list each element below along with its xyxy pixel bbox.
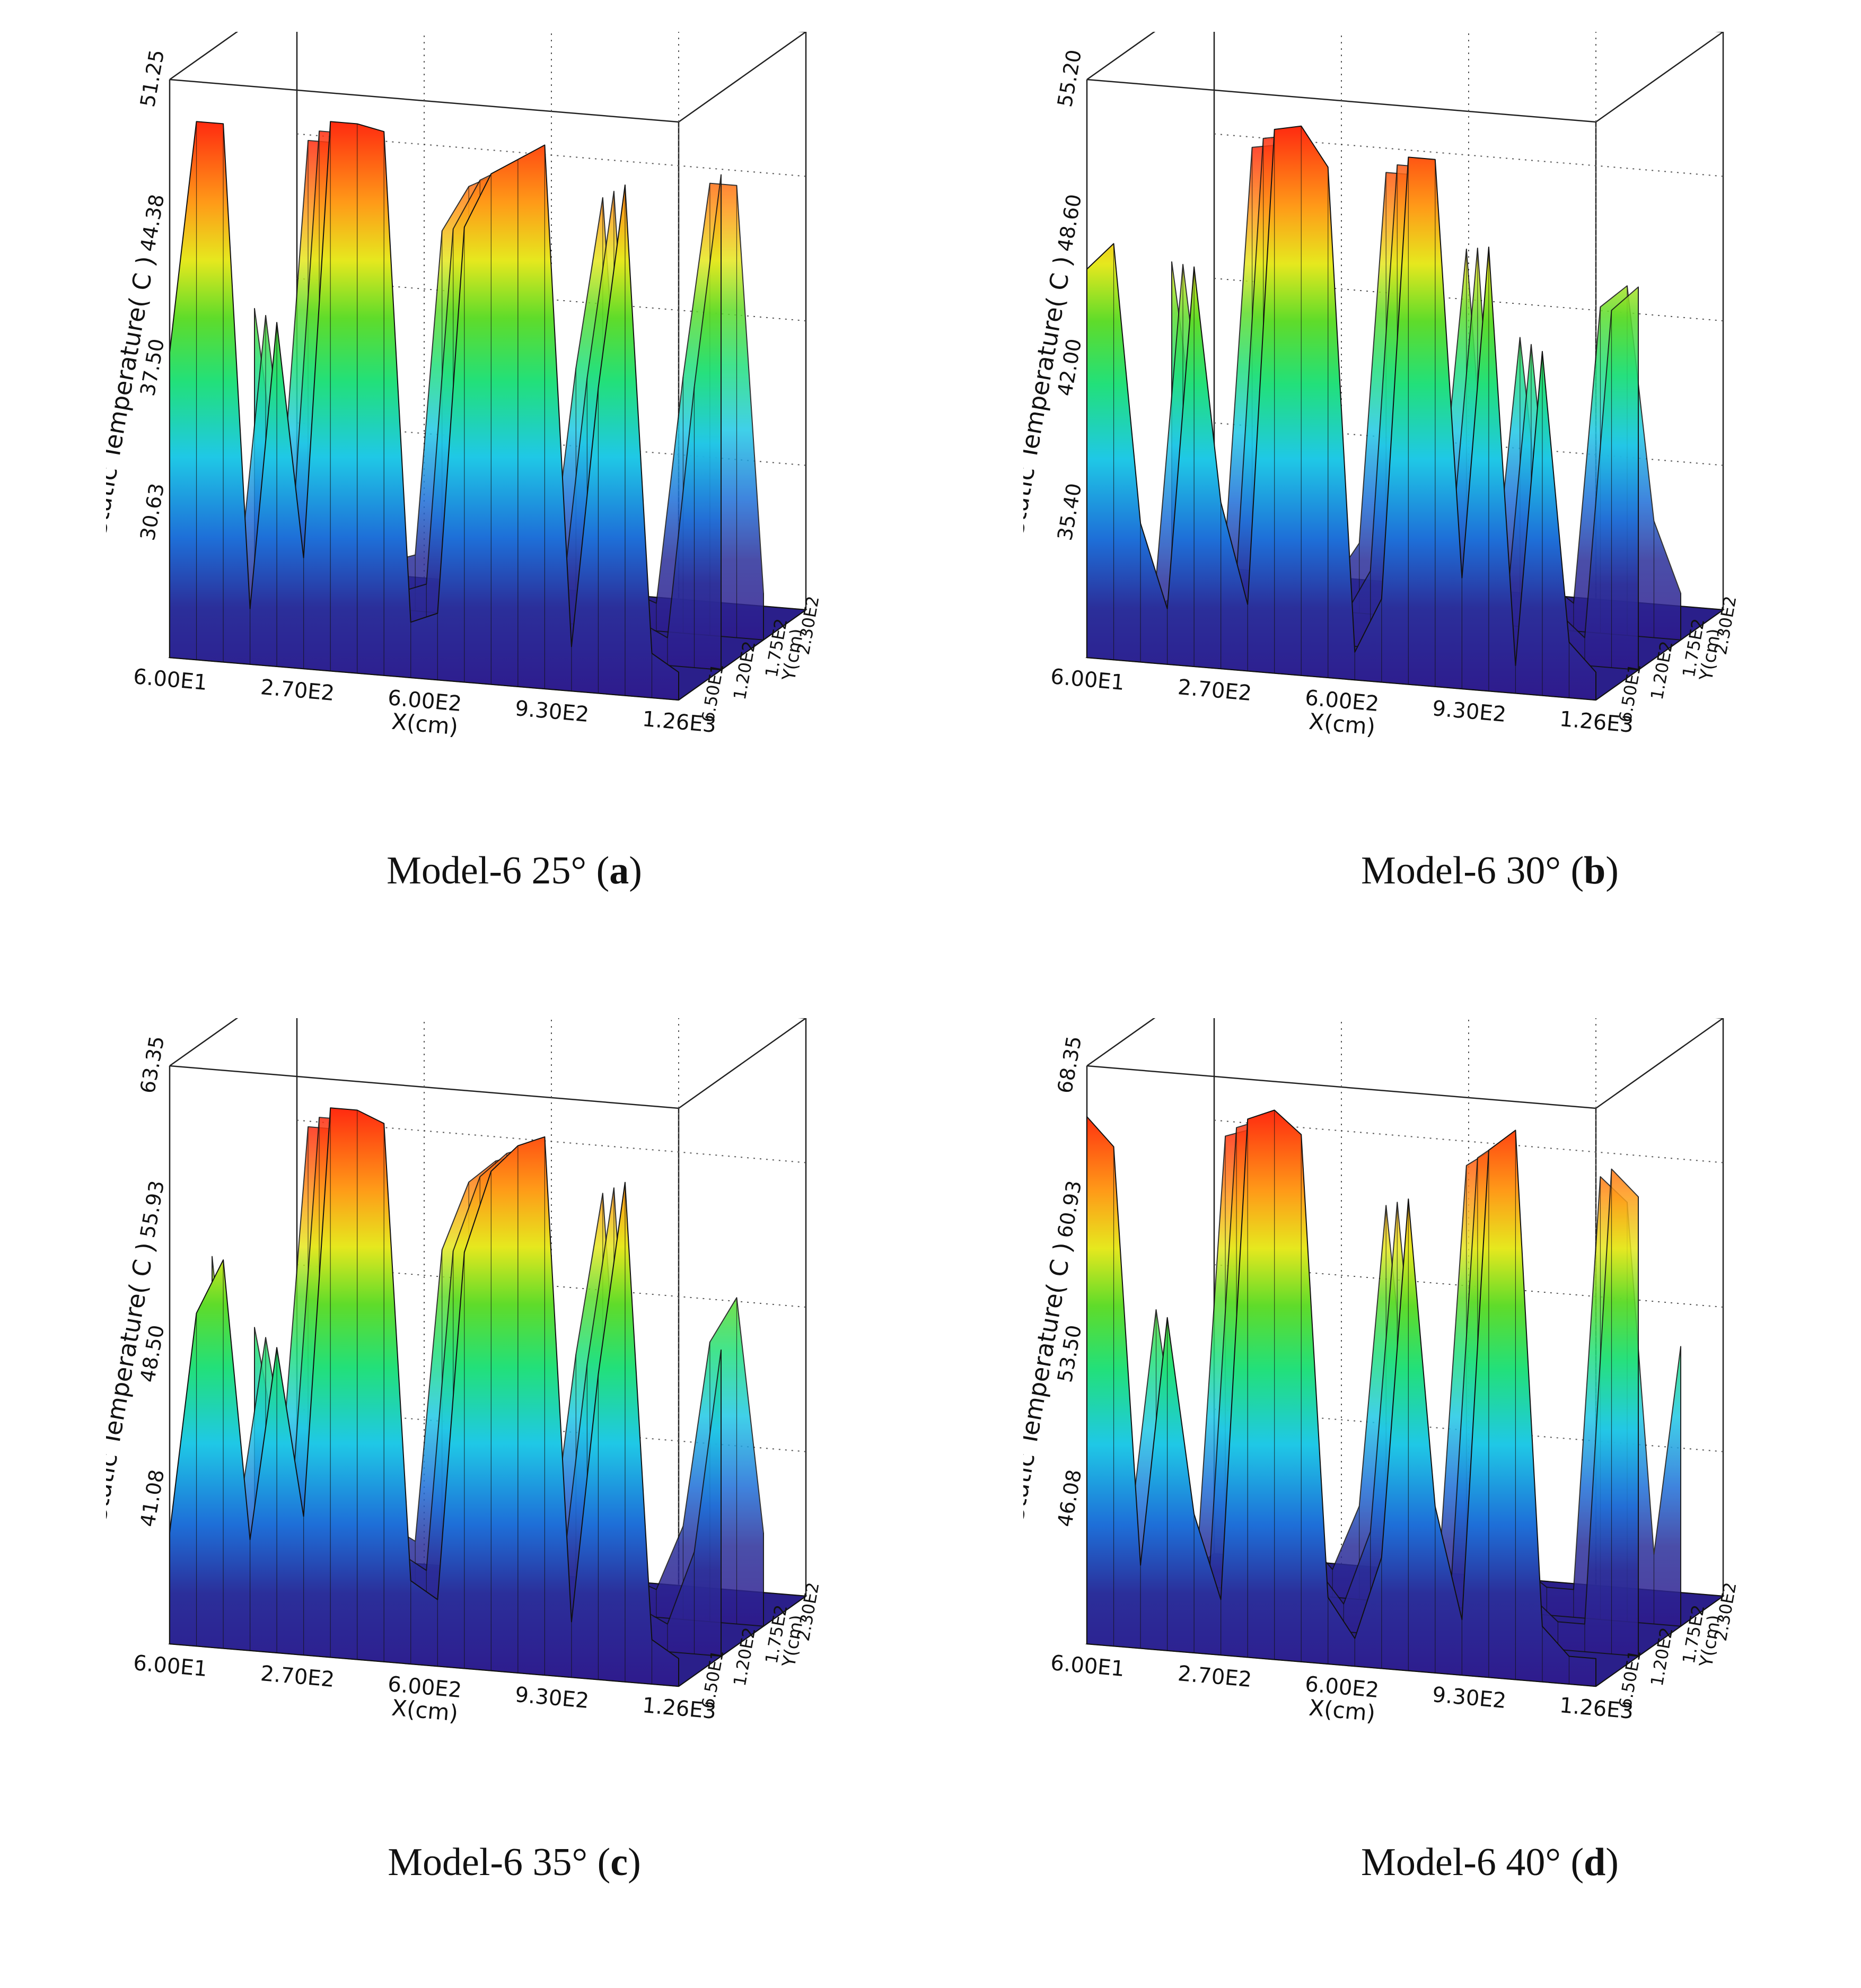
x-tick-label: 9.30E2 xyxy=(514,696,590,727)
x-axis-title: X(cm) xyxy=(1308,708,1376,740)
caption-b-suffix: ) xyxy=(1605,849,1619,892)
caption-b-prefix: Model-6 30° ( xyxy=(1361,849,1584,892)
caption-c-letter: c xyxy=(610,1841,628,1884)
x-tick-label: 6.00E1 xyxy=(1049,1651,1125,1682)
surface-plot-b: 35.40 42.00 48.60 55.20 Static Temperature( … xyxy=(1023,32,1766,801)
z-tick-label: 51.25 xyxy=(136,48,169,109)
x-tick-label: 9.30E2 xyxy=(514,1683,590,1713)
z-tick-label: 41.08 xyxy=(136,1468,169,1529)
z-tick-label: 30.63 xyxy=(136,481,169,542)
surface-d xyxy=(1086,1109,1681,1687)
x-axis-title: X(cm) xyxy=(1308,1695,1376,1727)
x-tick-label: 2.70E2 xyxy=(259,675,335,706)
caption-b: Model-6 30° (b) xyxy=(1172,848,1808,894)
surface-c xyxy=(169,1107,764,1687)
x-axis-title: X(cm) xyxy=(391,1695,459,1727)
z-tick-label: 44.38 xyxy=(136,192,169,253)
x-tick-label: 2.70E2 xyxy=(1177,1661,1252,1692)
z-tick-label: 55.20 xyxy=(1053,48,1086,109)
x-tick-label: 2.70E2 xyxy=(1177,675,1252,706)
z-tick-label: 68.35 xyxy=(1053,1034,1086,1095)
z-tick-label: 55.93 xyxy=(136,1179,169,1240)
z-tick-label: 60.93 xyxy=(1053,1179,1086,1240)
caption-d: Model-6 40° (d) xyxy=(1172,1840,1808,1885)
x-tick-label: 6.00E1 xyxy=(132,1651,208,1682)
caption-b-letter: b xyxy=(1584,849,1606,892)
surface-a xyxy=(169,121,764,700)
surface-plot-c: 41.08 48.50 55.93 63.35 Static Temperature( … xyxy=(106,1018,848,1787)
surface-b xyxy=(1086,125,1681,700)
z-tick-label: 35.40 xyxy=(1053,481,1086,542)
surface-plot-a: 30.63 37.50 44.38 51.25 Static Temperature( … xyxy=(106,32,848,801)
z-tick-label: 46.08 xyxy=(1053,1468,1086,1529)
x-tick-label: 6.00E1 xyxy=(1049,664,1125,695)
surface-layer xyxy=(169,1107,679,1687)
caption-a: Model-6 25° (a) xyxy=(196,848,832,894)
x-tick-label: 9.30E2 xyxy=(1431,1683,1507,1713)
caption-c-prefix: Model-6 35° ( xyxy=(388,1841,611,1884)
caption-d-letter: d xyxy=(1584,1841,1606,1884)
x-tick-label: 6.00E1 xyxy=(132,664,208,695)
x-tick-label: 2.70E2 xyxy=(259,1661,335,1692)
caption-c: Model-6 35° (c) xyxy=(196,1840,832,1885)
caption-a-letter: a xyxy=(609,849,629,892)
caption-c-suffix: ) xyxy=(628,1841,641,1884)
x-axis-title: X(cm) xyxy=(391,708,459,740)
z-tick-label: 63.35 xyxy=(136,1034,169,1095)
caption-d-suffix: ) xyxy=(1605,1841,1619,1884)
caption-d-prefix: Model-6 40° ( xyxy=(1361,1841,1584,1884)
x-tick-label: 9.30E2 xyxy=(1431,696,1507,727)
z-tick-label: 48.60 xyxy=(1053,192,1086,253)
surface-plot-d: 46.08 53.50 60.93 68.35 Static Temperature( … xyxy=(1023,1018,1766,1787)
caption-a-prefix: Model-6 25° ( xyxy=(387,849,610,892)
caption-a-suffix: ) xyxy=(629,849,642,892)
surface-layer xyxy=(169,121,679,700)
